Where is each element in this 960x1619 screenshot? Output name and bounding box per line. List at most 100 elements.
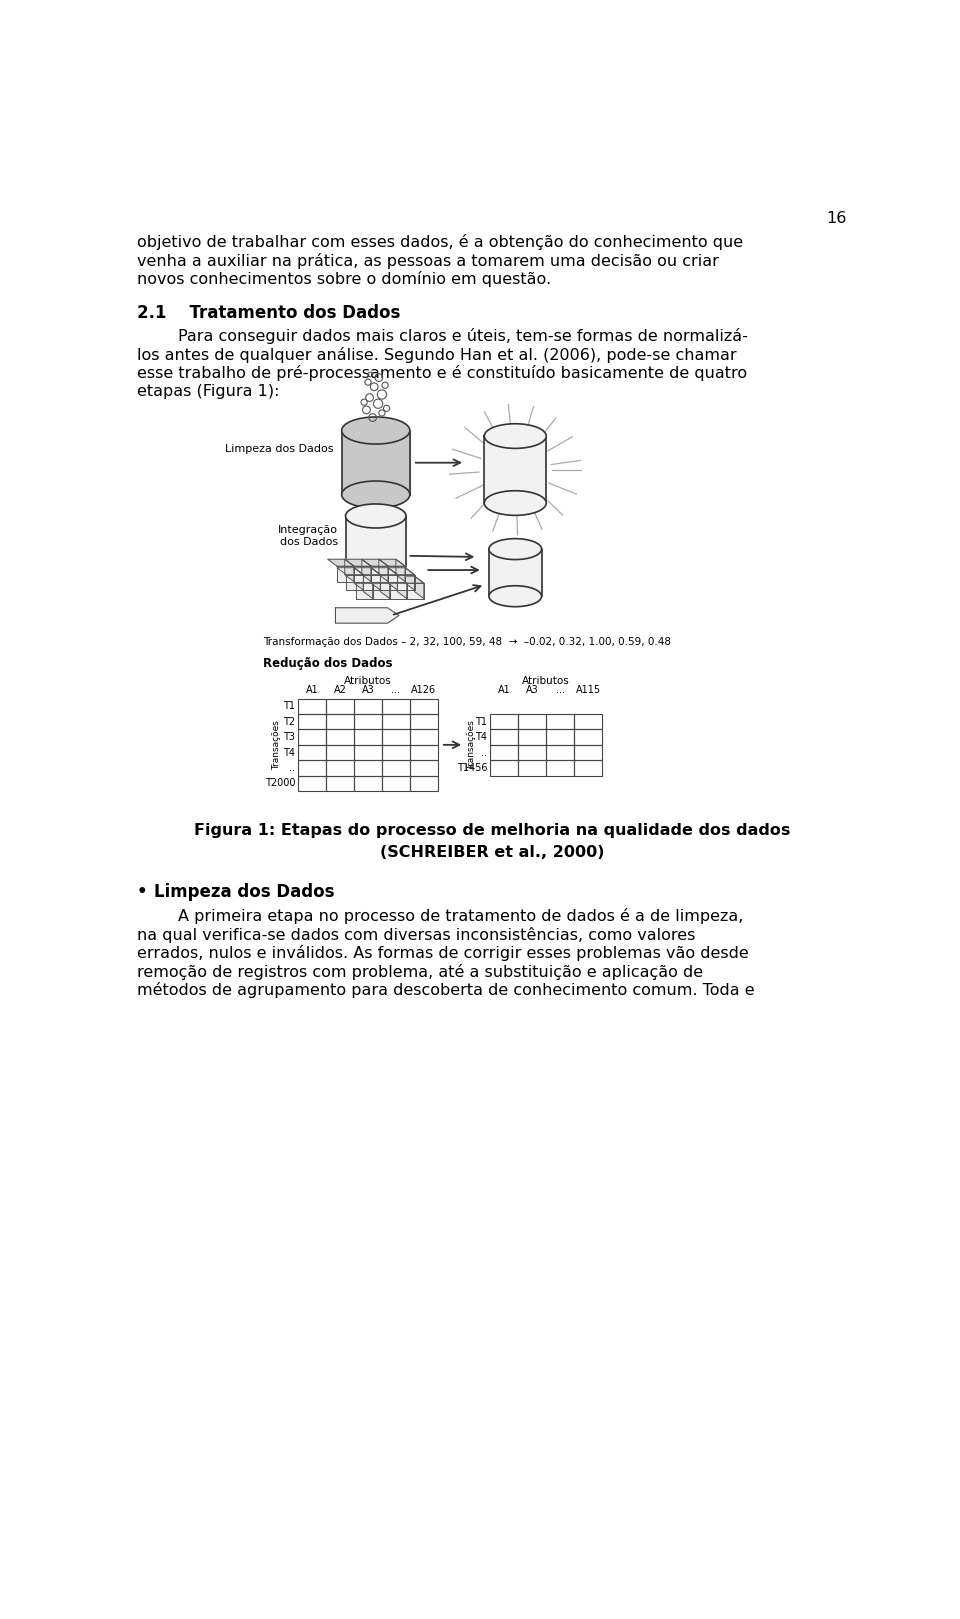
Text: Transações: Transações: [468, 720, 476, 769]
Text: A2: A2: [334, 685, 347, 695]
Ellipse shape: [346, 504, 406, 528]
Text: Atributos: Atributos: [522, 675, 570, 685]
Polygon shape: [363, 576, 390, 583]
Polygon shape: [380, 575, 397, 589]
Ellipse shape: [346, 563, 406, 588]
Text: T1: T1: [283, 701, 295, 711]
Text: novos conhecimentos sobre o domínio em questão.: novos conhecimentos sobre o domínio em q…: [137, 272, 551, 287]
Text: A3: A3: [362, 685, 374, 695]
Bar: [382, 699, 410, 714]
Text: A1: A1: [306, 685, 319, 695]
Bar: [354, 761, 382, 776]
Bar: [574, 745, 602, 761]
Polygon shape: [337, 567, 354, 581]
Text: etapas (Figura 1):: etapas (Figura 1):: [137, 384, 279, 398]
Bar: [354, 776, 382, 792]
Polygon shape: [396, 559, 405, 581]
Text: T1: T1: [475, 717, 488, 727]
Bar: [410, 714, 438, 730]
Bar: [382, 730, 410, 745]
Text: Limpeza dos Dados: Limpeza dos Dados: [226, 444, 334, 453]
Ellipse shape: [489, 539, 541, 560]
Polygon shape: [346, 516, 406, 575]
Text: Atributos: Atributos: [344, 675, 392, 685]
Text: T2: T2: [283, 717, 295, 727]
Polygon shape: [335, 607, 399, 623]
Polygon shape: [489, 549, 541, 596]
Ellipse shape: [489, 586, 541, 607]
Bar: [574, 761, 602, 776]
Bar: [546, 714, 574, 730]
Text: Redução dos Dados: Redução dos Dados: [263, 657, 393, 670]
Polygon shape: [390, 583, 407, 599]
Polygon shape: [354, 568, 363, 589]
Bar: [299, 699, 326, 714]
Bar: [354, 745, 382, 761]
Ellipse shape: [342, 418, 410, 444]
Polygon shape: [380, 576, 407, 583]
Polygon shape: [372, 568, 380, 589]
Polygon shape: [363, 575, 380, 589]
Text: Para conseguir dados mais claros e úteis, tem-se formas de normalizá-: Para conseguir dados mais claros e úteis…: [137, 329, 748, 345]
Bar: [326, 730, 354, 745]
Bar: [382, 761, 410, 776]
Bar: [326, 745, 354, 761]
Text: objetivo de trabalhar com esses dados, é a obtenção do conhecimento que: objetivo de trabalhar com esses dados, é…: [137, 235, 743, 251]
Polygon shape: [388, 568, 397, 589]
Polygon shape: [372, 583, 390, 599]
Bar: [382, 714, 410, 730]
Text: T3: T3: [283, 732, 295, 742]
Text: (SCHREIBER et al., 2000): (SCHREIBER et al., 2000): [380, 845, 604, 860]
Bar: [410, 776, 438, 792]
Bar: [299, 776, 326, 792]
Text: na qual verifica-se dados com diversas inconsistências, como valores: na qual verifica-se dados com diversas i…: [137, 926, 695, 942]
Text: A primeira etapa no processo de tratamento de dados é a de limpeza,: A primeira etapa no processo de tratamen…: [137, 908, 743, 924]
Polygon shape: [372, 568, 397, 575]
Polygon shape: [388, 568, 415, 575]
Polygon shape: [379, 559, 388, 581]
Bar: [574, 714, 602, 730]
Bar: [518, 714, 546, 730]
Text: T4: T4: [475, 732, 488, 742]
Polygon shape: [347, 575, 363, 589]
Text: •: •: [137, 884, 148, 902]
Text: T1456: T1456: [457, 763, 488, 772]
Text: T2000: T2000: [265, 779, 295, 788]
Bar: [382, 776, 410, 792]
Polygon shape: [415, 576, 423, 599]
Bar: [518, 761, 546, 776]
Polygon shape: [397, 575, 415, 589]
Polygon shape: [484, 436, 546, 504]
Text: A3: A3: [526, 685, 539, 695]
Polygon shape: [345, 559, 372, 567]
Text: Limpeza dos Dados: Limpeza dos Dados: [155, 884, 335, 902]
Bar: [518, 730, 546, 745]
Ellipse shape: [342, 481, 410, 508]
Bar: [491, 745, 518, 761]
Polygon shape: [337, 568, 363, 575]
Text: Transformação dos Dados – 2, 32, 100, 59, 48  →  –0.02, 0.32, 1.00, 0.59, 0.48: Transformação dos Dados – 2, 32, 100, 59…: [263, 636, 671, 648]
Bar: [326, 761, 354, 776]
Bar: [326, 699, 354, 714]
Polygon shape: [354, 567, 372, 581]
Text: esse trabalho de pré-processamento e é constituído basicamente de quatro: esse trabalho de pré-processamento e é c…: [137, 366, 747, 380]
Polygon shape: [397, 576, 407, 599]
Polygon shape: [379, 559, 405, 567]
Text: ..: ..: [481, 748, 488, 758]
Polygon shape: [362, 559, 388, 567]
Text: A126: A126: [411, 685, 437, 695]
Text: ...: ...: [556, 685, 564, 695]
Bar: [410, 745, 438, 761]
Text: los antes de qualquer análise. Segundo Han et al. (2006), pode-se chamar: los antes de qualquer análise. Segundo H…: [137, 346, 736, 363]
Bar: [354, 699, 382, 714]
Text: métodos de agrupamento para descoberta de conhecimento comum. Toda e: métodos de agrupamento para descoberta d…: [137, 983, 755, 997]
Bar: [354, 714, 382, 730]
Bar: [491, 730, 518, 745]
Text: Figura 1: Etapas do processo de melhoria na qualidade dos dados: Figura 1: Etapas do processo de melhoria…: [194, 824, 790, 839]
Polygon shape: [372, 567, 388, 581]
Polygon shape: [355, 583, 372, 599]
Text: errados, nulos e inválidos. As formas de corrigir esses problemas vão desde: errados, nulos e inválidos. As formas de…: [137, 945, 749, 962]
Polygon shape: [407, 583, 423, 599]
Bar: [326, 776, 354, 792]
Polygon shape: [345, 559, 354, 581]
